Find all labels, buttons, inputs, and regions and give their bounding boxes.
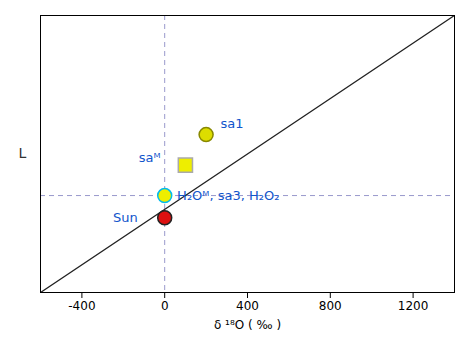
svg-text:Sun: Sun [113, 210, 138, 225]
svg-text:-400: -400 [68, 299, 95, 313]
svg-text:L: L [19, 145, 27, 161]
svg-text:saᴹ: saᴹ [139, 150, 161, 165]
svg-text:1200: 1200 [398, 299, 429, 313]
svg-text:800: 800 [319, 299, 342, 313]
svg-text:0: 0 [161, 299, 169, 313]
svg-text:H₂Oᴹ, sa3, H₂O₂: H₂Oᴹ, sa3, H₂O₂ [177, 188, 279, 203]
svg-text:sa1: sa1 [221, 116, 244, 131]
svg-text:400: 400 [236, 299, 259, 313]
svg-text:δ ¹⁸O ( ‰ ): δ ¹⁸O ( ‰ ) [214, 318, 281, 332]
